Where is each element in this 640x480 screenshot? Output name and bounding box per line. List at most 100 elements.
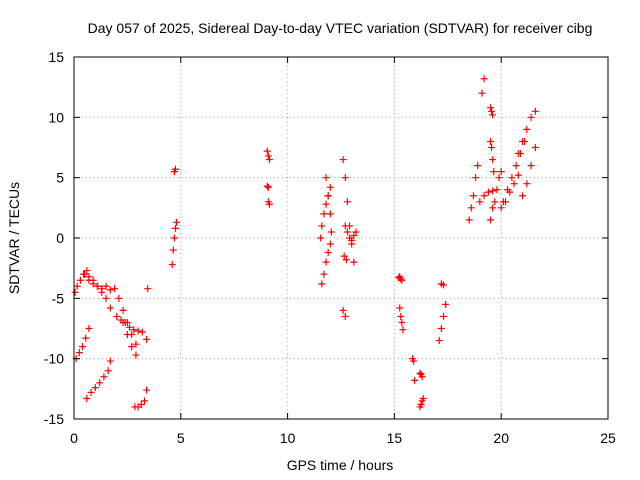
data-point bbox=[326, 183, 334, 191]
data-point bbox=[510, 180, 518, 188]
data-point bbox=[342, 256, 350, 264]
data-point bbox=[339, 156, 347, 164]
data-point bbox=[419, 394, 427, 402]
series-track-18 bbox=[339, 156, 358, 266]
data-point bbox=[506, 188, 514, 196]
data-point bbox=[264, 152, 272, 160]
data-point bbox=[341, 174, 349, 182]
data-point bbox=[435, 337, 443, 345]
data-point bbox=[318, 280, 326, 288]
series-track-33 bbox=[487, 137, 498, 176]
data-point bbox=[102, 294, 110, 302]
data-point bbox=[531, 144, 539, 151]
series-track-34 bbox=[487, 168, 505, 224]
series-track-04 bbox=[83, 357, 114, 402]
series-track-24 bbox=[409, 355, 419, 384]
data-point bbox=[324, 192, 332, 200]
series-track-25 bbox=[416, 369, 426, 381]
series-track-02 bbox=[81, 270, 114, 312]
data-point bbox=[83, 267, 91, 275]
data-point bbox=[134, 327, 142, 335]
data-point bbox=[322, 200, 330, 208]
data-point bbox=[264, 183, 272, 191]
data-point bbox=[418, 373, 426, 381]
series-track-19 bbox=[341, 222, 360, 244]
data-point bbox=[143, 335, 151, 343]
data-point bbox=[322, 258, 330, 266]
data-point bbox=[480, 192, 488, 200]
data-point bbox=[326, 210, 334, 218]
series-track-07 bbox=[113, 312, 151, 343]
data-point bbox=[350, 232, 358, 240]
data-point bbox=[171, 224, 179, 232]
data-point bbox=[348, 236, 356, 244]
data-point bbox=[489, 204, 497, 212]
data-point bbox=[398, 318, 406, 326]
series-track-15 bbox=[318, 240, 334, 288]
data-point bbox=[104, 367, 112, 375]
y-tick-label: -10 bbox=[44, 351, 64, 367]
data-point bbox=[519, 137, 527, 145]
data-point bbox=[497, 168, 505, 176]
series-track-17 bbox=[322, 174, 335, 236]
chart-title: Day 057 of 2025, Sidereal Day-to-day VTE… bbox=[88, 20, 593, 36]
y-tick-label: 0 bbox=[56, 230, 64, 246]
data-point bbox=[320, 210, 328, 218]
data-point bbox=[397, 275, 405, 283]
data-point bbox=[469, 192, 477, 200]
data-point bbox=[474, 162, 482, 170]
data-point bbox=[478, 89, 486, 97]
data-point bbox=[531, 107, 539, 115]
data-point bbox=[487, 137, 495, 145]
data-point bbox=[399, 326, 407, 334]
data-point bbox=[71, 288, 79, 296]
y-axis-label: SDTVAR / TECUs bbox=[6, 182, 22, 294]
series-track-08 bbox=[119, 318, 140, 359]
data-point bbox=[442, 300, 450, 308]
data-point bbox=[410, 357, 418, 365]
data-point bbox=[140, 397, 148, 405]
data-point bbox=[115, 294, 123, 302]
data-point bbox=[326, 240, 334, 248]
data-point bbox=[73, 282, 81, 290]
series-track-31 bbox=[478, 75, 488, 97]
data-point bbox=[480, 75, 488, 83]
data-point bbox=[171, 165, 179, 173]
data-point bbox=[396, 304, 404, 312]
series-track-13 bbox=[263, 147, 273, 164]
data-point bbox=[106, 304, 114, 312]
data-point bbox=[487, 104, 495, 112]
series-track-09 bbox=[131, 397, 148, 411]
data-point bbox=[352, 228, 360, 236]
data-points bbox=[71, 75, 539, 411]
data-point bbox=[527, 113, 535, 121]
x-tick-label: 20 bbox=[493, 430, 509, 446]
x-tick-label: 10 bbox=[280, 430, 296, 446]
data-point bbox=[79, 343, 87, 351]
series-track-38 bbox=[497, 171, 522, 212]
series-track-27 bbox=[435, 300, 450, 345]
x-tick-label: 0 bbox=[70, 430, 78, 446]
axis-ticks: 0 5 10 15 20 25 -15 -10 -5 0 5 10 15 bbox=[44, 49, 616, 446]
data-point bbox=[168, 261, 176, 269]
data-point bbox=[170, 234, 178, 242]
series-track-26 bbox=[416, 394, 427, 411]
series-track-10 bbox=[143, 285, 152, 394]
data-point bbox=[96, 379, 104, 387]
x-axis-label: GPS time / hours bbox=[287, 457, 394, 473]
data-point bbox=[123, 331, 131, 339]
series-track-22 bbox=[395, 273, 406, 284]
data-point bbox=[75, 349, 83, 357]
series-track-03 bbox=[72, 325, 93, 363]
data-point bbox=[489, 111, 497, 119]
data-point bbox=[501, 198, 509, 206]
data-point bbox=[476, 198, 484, 206]
data-point bbox=[484, 188, 492, 196]
series-track-23 bbox=[396, 304, 407, 334]
data-point bbox=[350, 258, 358, 266]
x-tick-label: 25 bbox=[600, 430, 616, 446]
data-point bbox=[440, 281, 448, 289]
data-point bbox=[89, 280, 97, 288]
series-track-36 bbox=[514, 107, 539, 158]
